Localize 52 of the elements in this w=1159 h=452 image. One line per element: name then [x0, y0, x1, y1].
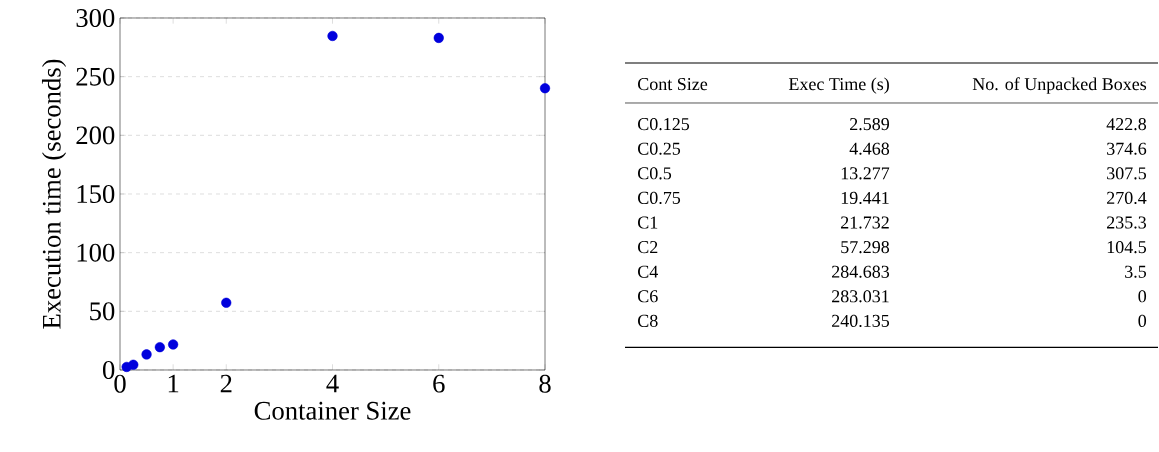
y-tick-label: 50	[90, 302, 115, 321]
data-label: 240.135	[832, 314, 890, 328]
category-label: C0.75	[638, 191, 681, 205]
y-tick-label: 200	[76, 126, 115, 145]
category-label: C1	[638, 216, 658, 229]
y-tick-label: 100	[77, 243, 115, 262]
category-label: C8	[638, 314, 658, 327]
data-label: 2.589	[850, 118, 889, 131]
data-label: 283.031	[832, 290, 889, 303]
data-label: 4.468	[849, 142, 890, 155]
y-tick-label: 250	[76, 67, 115, 86]
x-tick-label: 1	[168, 374, 179, 393]
point	[327, 30, 338, 42]
data-label: 0	[1138, 290, 1147, 303]
category-label: C6	[638, 290, 658, 303]
y-tick-label: 150	[77, 184, 115, 203]
point	[221, 297, 232, 308]
category-label: C2	[638, 241, 658, 254]
data-label: 270.4	[1107, 191, 1147, 205]
text: Exec Time (s)	[788, 77, 889, 94]
x-tick-label: 6	[433, 374, 445, 393]
y-axis-title: Execution time (seconds)	[41, 59, 67, 329]
data-label: 3.5	[1125, 265, 1147, 278]
x-tick-label: 4	[326, 374, 339, 393]
x-tick-label: 2	[220, 374, 232, 393]
category-label: C0.5	[638, 167, 672, 180]
y-tick-label: 0	[102, 360, 115, 379]
text: No. of Unpacked Boxes	[972, 77, 1147, 94]
data-label: 0	[1138, 314, 1147, 327]
data-label: 307.5	[1107, 167, 1147, 180]
point	[141, 349, 152, 360]
category-label: C0.125	[638, 118, 690, 131]
category-label: C0.25	[638, 142, 681, 155]
data-label: 104.5	[1107, 241, 1147, 254]
point	[433, 32, 444, 43]
x-axis-title: Container Size	[254, 401, 411, 420]
data-label: 284.683	[832, 265, 890, 278]
data-label: 235.3	[1107, 216, 1147, 229]
point	[539, 83, 551, 94]
x-tick-label: 8	[539, 374, 551, 393]
data-label: 422.8	[1106, 118, 1147, 131]
data-label: 57.298	[841, 241, 890, 254]
point	[154, 342, 165, 353]
text: Cont Size	[638, 78, 708, 91]
category-label: C4	[638, 265, 658, 278]
data-label: 19.441	[841, 191, 889, 205]
data-label: 13.277	[841, 167, 890, 180]
point	[128, 359, 139, 370]
data-label: 374.6	[1107, 142, 1147, 155]
y-tick-label: 300	[76, 9, 115, 27]
point	[168, 339, 179, 350]
data-label: 21.732	[841, 216, 889, 229]
